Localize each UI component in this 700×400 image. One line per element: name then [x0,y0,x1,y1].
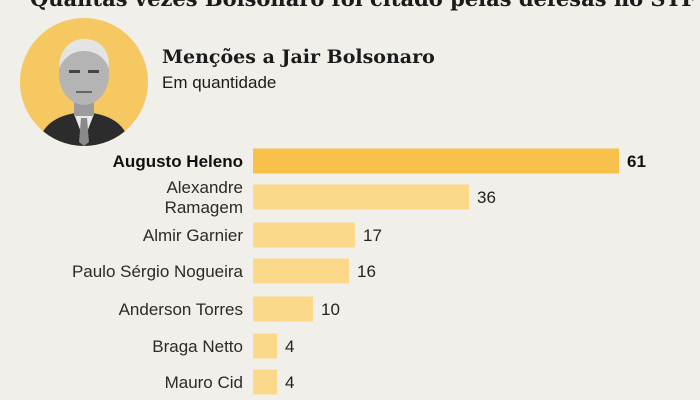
category-label-1: Alexandre Ramagem [165,178,243,217]
value-label-5: 4 [285,337,294,356]
portrait-photo-icon [20,18,148,146]
person-silhouette-icon [38,38,130,146]
category-label-0: Augusto Heleno [113,152,243,171]
value-label-0: 61 [627,152,646,171]
value-label-4: 10 [321,300,340,319]
bar-3 [253,258,349,284]
headline: Quantas vezes Bolsonaro foi citado pelas… [30,0,696,11]
bar-5 [253,333,277,359]
bar-2 [253,222,355,248]
value-label-2: 17 [363,226,382,245]
category-label-6: Mauro Cid [165,373,243,392]
category-label-5: Braga Netto [152,337,243,356]
category-label-2: Almir Garnier [143,226,243,245]
chart-title: Menções a Jair Bolsonaro [162,46,435,68]
value-label-1: 36 [477,188,496,207]
bar-1 [253,184,469,210]
category-label-4: Anderson Torres [119,300,243,319]
value-label-6: 4 [285,373,294,392]
value-label-3: 16 [357,262,376,281]
bar-6 [253,369,277,395]
bar-0 [253,148,619,174]
bar-4 [253,296,313,322]
chart-subtitle: Em quantidade [162,73,277,92]
category-label-3: Paulo Sérgio Nogueira [72,262,244,281]
